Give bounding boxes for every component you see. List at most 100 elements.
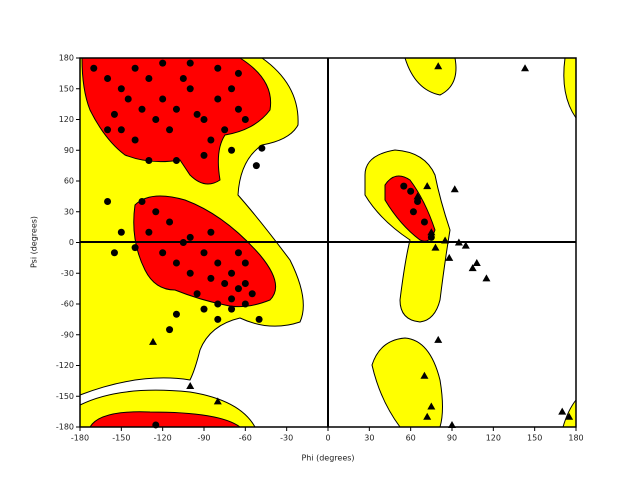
- data-point: [472, 259, 481, 266]
- data-point: [258, 144, 266, 152]
- data-point: [193, 290, 201, 298]
- y-tick-label: -150: [56, 392, 74, 401]
- data-point: [409, 208, 417, 216]
- data-point: [172, 259, 180, 267]
- data-point: [104, 198, 112, 205]
- data-point: [431, 243, 440, 251]
- data-point: [200, 116, 208, 123]
- y-tick-label: 0: [69, 238, 74, 247]
- data-point: [131, 136, 139, 144]
- data-point: [228, 85, 236, 93]
- data-point: [186, 85, 194, 93]
- data-point: [414, 198, 422, 205]
- data-point: [448, 420, 456, 428]
- y-tick-label: -30: [61, 269, 74, 278]
- data-point: [234, 285, 242, 293]
- y-axis-label: Psi (degrees): [30, 216, 39, 268]
- data-point: [228, 305, 236, 313]
- data-point: [450, 185, 459, 193]
- data-point: [138, 198, 146, 205]
- data-point: [214, 95, 222, 103]
- x-tick-label: 180: [568, 434, 583, 443]
- data-point: [468, 264, 477, 272]
- data-point: [124, 95, 132, 103]
- data-point: [521, 64, 530, 72]
- data-point: [193, 110, 201, 118]
- data-point: [445, 253, 454, 261]
- y-tick-label: -90: [61, 330, 74, 339]
- data-point: [159, 59, 167, 67]
- data-point: [413, 192, 422, 200]
- data-point: [423, 182, 432, 190]
- data-point: [434, 62, 443, 70]
- y-tick-label: 90: [64, 146, 74, 155]
- x-tick-label: 30: [364, 434, 374, 443]
- data-point: [166, 218, 174, 226]
- x-tick-label: 120: [486, 434, 501, 443]
- x-tick-label: 60: [406, 434, 416, 443]
- data-point: [179, 75, 187, 82]
- data-point: [117, 228, 125, 236]
- y-tick-label: -120: [56, 361, 74, 370]
- data-point: [117, 85, 125, 93]
- data-point: [214, 300, 222, 308]
- data-point: [400, 182, 408, 190]
- data-point: [420, 371, 429, 379]
- data-point: [255, 315, 263, 323]
- x-tick-label: -90: [197, 434, 210, 443]
- data-point: [200, 305, 208, 313]
- x-tick-label: -180: [71, 434, 89, 443]
- data-point: [152, 116, 160, 123]
- data-point: [200, 249, 208, 257]
- data-point: [234, 69, 242, 77]
- data-point: [152, 208, 160, 216]
- data-point: [131, 64, 139, 72]
- data-point: [145, 75, 153, 82]
- data-point: [241, 116, 249, 123]
- x-axis-label: Phi (degrees): [301, 454, 354, 463]
- data-point: [461, 241, 470, 249]
- data-point: [221, 126, 229, 134]
- y-tick-label: 30: [64, 207, 74, 216]
- data-point: [152, 421, 160, 429]
- data-point: [241, 300, 249, 308]
- data-point: [228, 269, 236, 277]
- data-point: [482, 274, 491, 282]
- data-point: [423, 412, 432, 420]
- data-point: [207, 228, 215, 236]
- y-tick-label: 120: [59, 115, 74, 124]
- y-tick-label: 60: [64, 177, 74, 186]
- y-tick-label: 180: [59, 54, 74, 63]
- data-point: [427, 233, 435, 241]
- data-point: [104, 126, 112, 134]
- x-tick-label: 0: [325, 434, 330, 443]
- x-tick-label: 150: [527, 434, 542, 443]
- data-point: [131, 244, 139, 252]
- data-point: [213, 397, 222, 405]
- data-point: [207, 274, 215, 282]
- data-point: [234, 249, 242, 257]
- allowed-region: [364, 149, 451, 323]
- data-point: [207, 136, 215, 144]
- data-point: [166, 126, 174, 134]
- data-point: [145, 157, 153, 164]
- x-tick-label: -30: [280, 434, 293, 443]
- data-point: [454, 238, 463, 246]
- favored-region: [81, 57, 272, 185]
- data-point: [200, 151, 208, 159]
- favored-region: [384, 175, 436, 242]
- data-point: [145, 228, 153, 236]
- data-point: [149, 337, 158, 345]
- favored-region: [89, 411, 242, 428]
- data-point: [159, 95, 167, 103]
- data-point: [214, 259, 222, 267]
- data-point: [434, 335, 443, 343]
- data-point: [138, 105, 146, 113]
- x-tick-label: -150: [112, 434, 130, 443]
- data-point: [186, 59, 194, 67]
- y-tick-label: -180: [56, 423, 74, 432]
- data-point: [248, 290, 256, 298]
- data-point: [214, 64, 222, 72]
- data-point: [427, 228, 436, 236]
